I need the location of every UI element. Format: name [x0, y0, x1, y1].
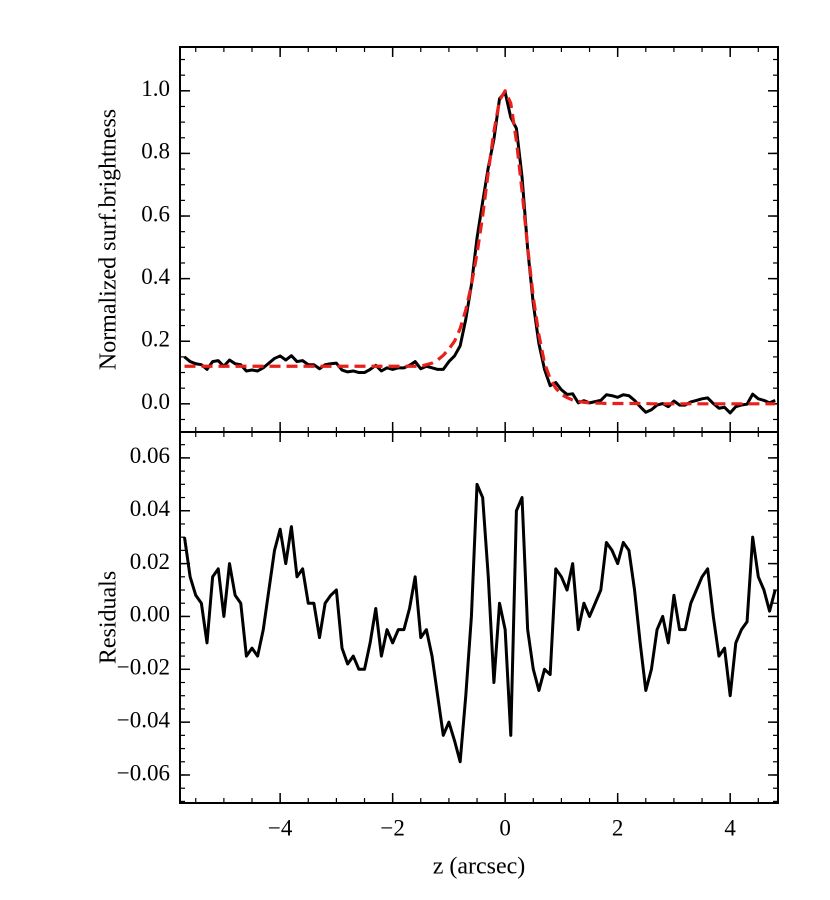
x-tick-label: 0	[499, 815, 511, 840]
data-line	[184, 89, 776, 406]
y-tick-label: −0.06	[117, 760, 170, 785]
y-tick-label: 0.4	[141, 264, 170, 289]
x-tick-label: 4	[724, 815, 736, 840]
y-tick-label: 0.00	[130, 602, 170, 627]
y-tick-label: 1.0	[141, 76, 170, 101]
data-line	[183, 482, 777, 764]
y-tick-label: 0.6	[141, 201, 170, 226]
y-tick-label: 0.8	[141, 139, 170, 164]
y-tick-label: −0.04	[117, 707, 171, 732]
y-tick-label: −0.02	[117, 655, 170, 680]
x-tick-label: −2	[380, 815, 404, 840]
plot-frame	[179, 431, 779, 804]
y-tick-label: 0.2	[141, 327, 170, 352]
x-tick-label: −4	[268, 815, 293, 840]
data-line	[183, 90, 776, 415]
y-tick-label: 0.06	[130, 443, 170, 468]
y-tick-label: 0.04	[130, 496, 171, 521]
y-axis-label: Normalized surf.brightness	[96, 109, 122, 370]
x-axis-label: z (arcsec)	[433, 854, 526, 880]
x-tick-label: 2	[612, 815, 624, 840]
y-axis-label: Residuals	[96, 571, 122, 664]
y-tick-label: 0.0	[141, 389, 170, 414]
y-tick-label: 0.02	[130, 549, 170, 574]
